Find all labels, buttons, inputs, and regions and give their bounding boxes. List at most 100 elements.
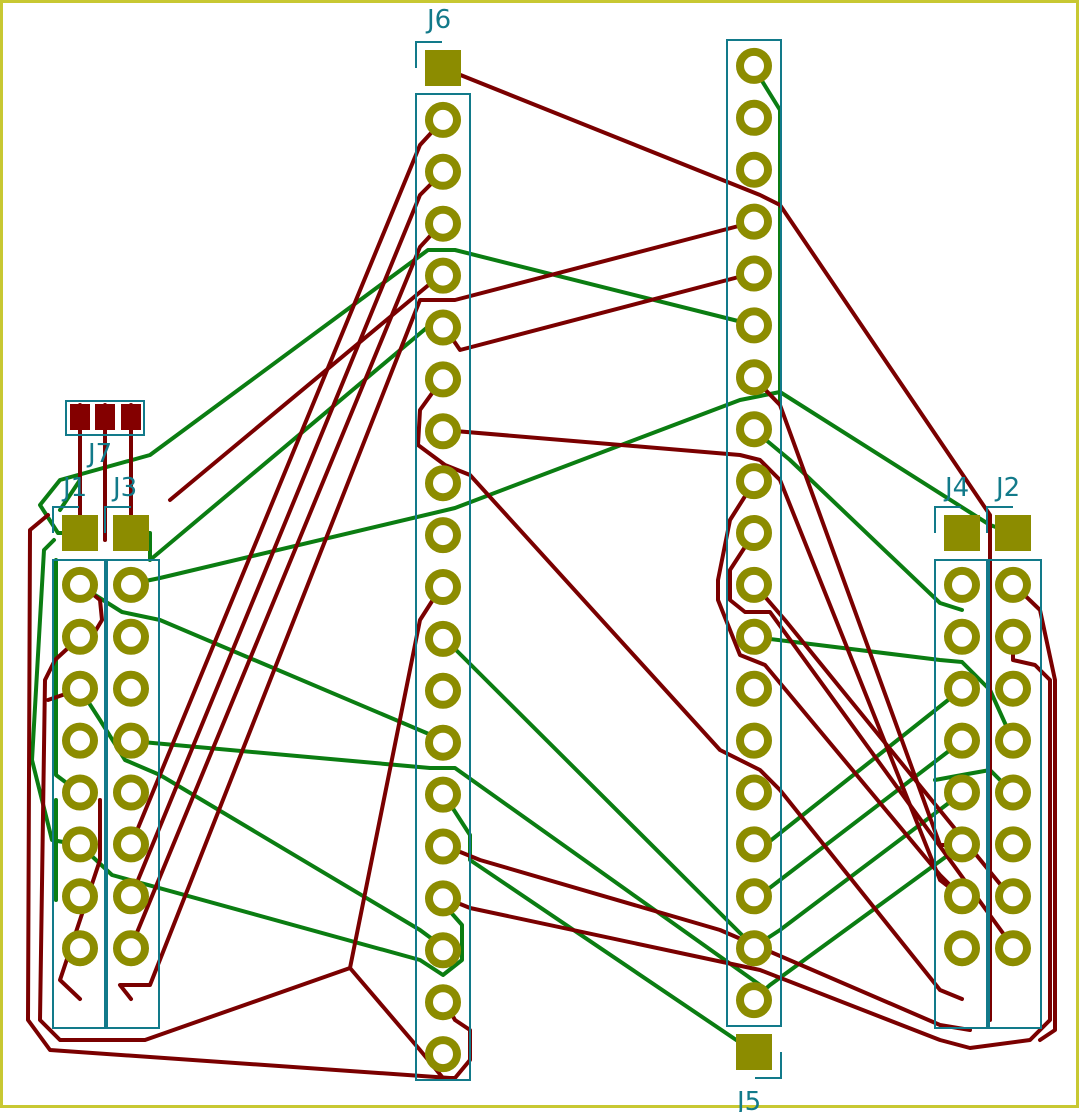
j6-pad-6: [425, 309, 461, 346]
through-hole-pads: [62, 47, 1031, 1073]
j5-pad-4: [736, 878, 772, 915]
j1-pad-5: [62, 722, 98, 759]
j1-pad-7: [62, 826, 98, 863]
j5-pad-7: [736, 722, 772, 759]
j2-pad-9: [995, 930, 1031, 967]
j4-pad-3: [944, 618, 980, 655]
j2-pad-4: [995, 670, 1031, 707]
label-j7: J7: [86, 439, 112, 469]
j6-pad-4: [425, 205, 461, 242]
trace-top: [118, 220, 756, 1001]
trace-top: [441, 635, 1052, 1050]
j7-pad-1: [70, 404, 90, 430]
j5-pad-13: [736, 411, 772, 448]
trace-bottom: [78, 687, 445, 949]
trace-bottom: [752, 635, 1015, 743]
j2-pad-5: [995, 722, 1031, 759]
j4-pad-8: [944, 878, 980, 915]
j4-pin1-mark: [934, 506, 961, 533]
j6-pad-9: [425, 465, 461, 502]
j6-pad-15: [425, 776, 461, 813]
trace-top: [416, 376, 964, 1001]
j1-pad-2: [62, 566, 98, 603]
trace-top: [26, 513, 452, 1080]
j6-pad-16: [425, 828, 461, 865]
j4-outline: [934, 559, 990, 1029]
trace-top: [129, 220, 445, 949]
j7-pad-2: [95, 404, 115, 430]
trace-top: [441, 66, 992, 1022]
trace-bottom: [441, 791, 756, 1054]
trace-bottom: [78, 843, 464, 977]
trace-bottom: [30, 538, 82, 847]
j5-pad-19: [736, 99, 772, 136]
j2-outline: [986, 559, 1042, 1029]
j6-pad-12: [425, 620, 461, 657]
label-j2: J2: [994, 473, 1020, 503]
j6-pad-13: [425, 672, 461, 709]
label-j5: J5: [735, 1087, 761, 1112]
j5-pad-1-hole: [744, 1042, 764, 1062]
trace-top: [441, 428, 964, 899]
trace-top: [1011, 582, 1057, 1042]
trace-bottom: [441, 635, 756, 949]
j5-pad-11: [736, 515, 772, 551]
j4-pad-9: [944, 930, 980, 967]
j7-pad-3: [121, 404, 141, 430]
label-j3: J3: [111, 473, 137, 503]
j1-pad-4: [62, 670, 98, 707]
j6-pad-14: [425, 724, 461, 761]
j6-pad-2: [425, 101, 461, 138]
j2-pad-6: [995, 774, 1031, 811]
bottom-copper-traces: [30, 66, 1015, 1054]
j5-pad-8: [736, 670, 772, 707]
j3-pad-9: [113, 930, 149, 967]
reference-labels: J6 J5 J7 J1 J3 J4 J2: [61, 5, 1020, 1112]
j1-pad-1-hole: [70, 523, 90, 543]
j7-outline: [65, 400, 145, 436]
j3-pad-8: [113, 878, 149, 915]
j1-pad-3: [62, 618, 98, 655]
j3-pad-7: [113, 826, 149, 863]
j5-pad-15: [736, 307, 772, 344]
trace-bottom: [752, 428, 964, 612]
trace-top: [441, 843, 972, 1032]
j4-pad-5: [944, 722, 980, 759]
j6-pad-19: [425, 984, 461, 1021]
j5-pad-12: [736, 463, 772, 500]
j3-pad-1-hole: [121, 523, 141, 543]
j3-pad-5: [113, 722, 149, 759]
j4-pad-7: [944, 826, 980, 863]
j6-outline: [415, 93, 471, 1081]
j6-pad-18: [425, 932, 461, 969]
trace-top: [168, 271, 445, 502]
j5-pad-18: [736, 151, 772, 188]
j3-pad-6: [113, 774, 149, 811]
j3-pad-4: [113, 670, 149, 707]
j4-pad-2: [944, 566, 980, 603]
trace-top: [58, 798, 102, 1001]
j2-pad-3: [995, 618, 1031, 655]
j6-pad-7: [425, 361, 461, 398]
j6-pad-1-hole: [433, 58, 453, 78]
connector-outlines: [52, 39, 1042, 1081]
j5-pin1-mark: [755, 1052, 782, 1079]
j1-pin1-mark: [52, 506, 79, 533]
label-j1: J1: [61, 473, 87, 503]
j7-pads: [70, 404, 141, 430]
j6-pad-10: [425, 517, 461, 554]
j3-pad-3: [113, 618, 149, 655]
j5-pad-10: [736, 566, 772, 603]
j1-pad-9: [62, 930, 98, 967]
trace-bottom: [38, 248, 756, 535]
j3-pin1-mark: [104, 506, 131, 533]
j1-pad-6: [62, 774, 98, 811]
trace-bottom: [58, 478, 82, 512]
j3-pad-2: [113, 566, 149, 603]
j1-outline: [52, 559, 108, 1029]
j5-outline: [726, 39, 782, 1027]
j2-pad-8: [995, 878, 1031, 915]
j6-pad-8: [425, 413, 461, 450]
